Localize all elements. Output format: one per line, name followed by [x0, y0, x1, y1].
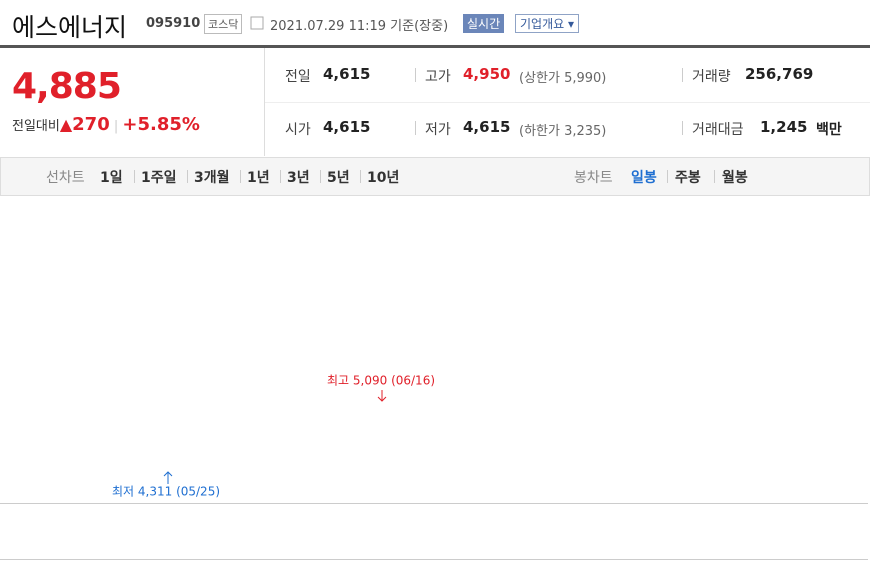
stat-label: 전일 — [285, 69, 311, 85]
separator — [280, 170, 281, 183]
separator — [187, 170, 188, 183]
header-rule — [0, 45, 870, 48]
annotation-high: 최고 5,090 (06/16) — [327, 374, 435, 388]
candle-tab[interactable]: 일봉 — [631, 170, 657, 186]
realtime-badge[interactable]: 실시간 — [463, 14, 505, 33]
clock-icon: 07/2107/1207/0106/2506/1606/0705/2705/17… — [250, 16, 264, 30]
stat-extra: (상한가 5,990) — [519, 71, 607, 86]
tab-bar — [0, 157, 870, 196]
period-tab[interactable]: 1년 — [247, 170, 270, 186]
period-tab[interactable]: 10년 — [367, 170, 400, 186]
separator — [240, 170, 241, 183]
stat-label: 저가 — [425, 122, 451, 138]
change-rate: +5.85% — [122, 114, 200, 135]
stat-value: 4,615 — [323, 118, 371, 136]
arrow — [377, 390, 387, 402]
stat-label: 거래량 — [692, 69, 731, 85]
separator — [320, 170, 321, 183]
candle-tab[interactable]: 월봉 — [722, 170, 748, 186]
datetime: 2021.07.29 11:19 기준(장중) — [270, 15, 448, 34]
change-line: 전일대비▲270 | +5.85% — [12, 114, 200, 135]
period-tab[interactable]: 3년 — [287, 170, 310, 186]
separator — [360, 170, 361, 183]
stat-value: 4,950 — [463, 65, 511, 83]
separator — [134, 170, 135, 183]
separator — [682, 68, 683, 82]
tab-label: 선차트 — [46, 170, 85, 186]
price: 4,885 — [12, 66, 122, 107]
company-info: 기업개요 — [520, 17, 565, 31]
period-tab[interactable]: 1일 — [100, 170, 123, 186]
stat-label: 시가 — [285, 122, 311, 138]
arrow — [163, 471, 173, 484]
stock-code: 095910 — [146, 16, 201, 31]
company-info-button[interactable]: 기업개요 ▾ — [515, 14, 580, 33]
stat-value: 4,615 — [323, 65, 371, 83]
separator — [415, 68, 416, 82]
divider — [264, 48, 265, 156]
divider — [265, 102, 870, 103]
market-badge: 코스닥 — [204, 14, 243, 34]
period-tab[interactable]: 1주일 — [141, 170, 177, 186]
stat-value: 256,769 — [745, 65, 814, 83]
up-icon: ▲ — [59, 115, 73, 134]
separator — [714, 170, 715, 183]
stat-label: 고가 — [425, 69, 451, 85]
separator — [682, 121, 683, 135]
volume-panel — [0, 503, 868, 560]
tab-label: 봉차트 — [574, 170, 613, 186]
separator — [415, 121, 416, 135]
stat-extra: (하한가 3,235) — [519, 124, 607, 139]
period-tab[interactable]: 5년 — [327, 170, 350, 186]
change-label: 전일대비 — [12, 119, 60, 134]
basis: 기준(장중) — [390, 19, 449, 34]
annotation-low: 최저 4,311 (05/25) — [112, 485, 220, 499]
stat-value: 4,615 — [463, 118, 511, 136]
stock-name: 에스에너지 — [12, 13, 128, 42]
period-tab[interactable]: 3개월 — [194, 170, 230, 186]
date: 2021.07.29 11:19 — [270, 19, 387, 34]
stat-value: 1,245 — [760, 118, 808, 136]
candle-tab[interactable]: 주봉 — [675, 170, 701, 186]
stat-unit: 백만 — [816, 122, 842, 138]
separator — [667, 170, 668, 183]
change: 270 — [72, 114, 110, 135]
stat-label: 거래대금 — [692, 122, 744, 138]
